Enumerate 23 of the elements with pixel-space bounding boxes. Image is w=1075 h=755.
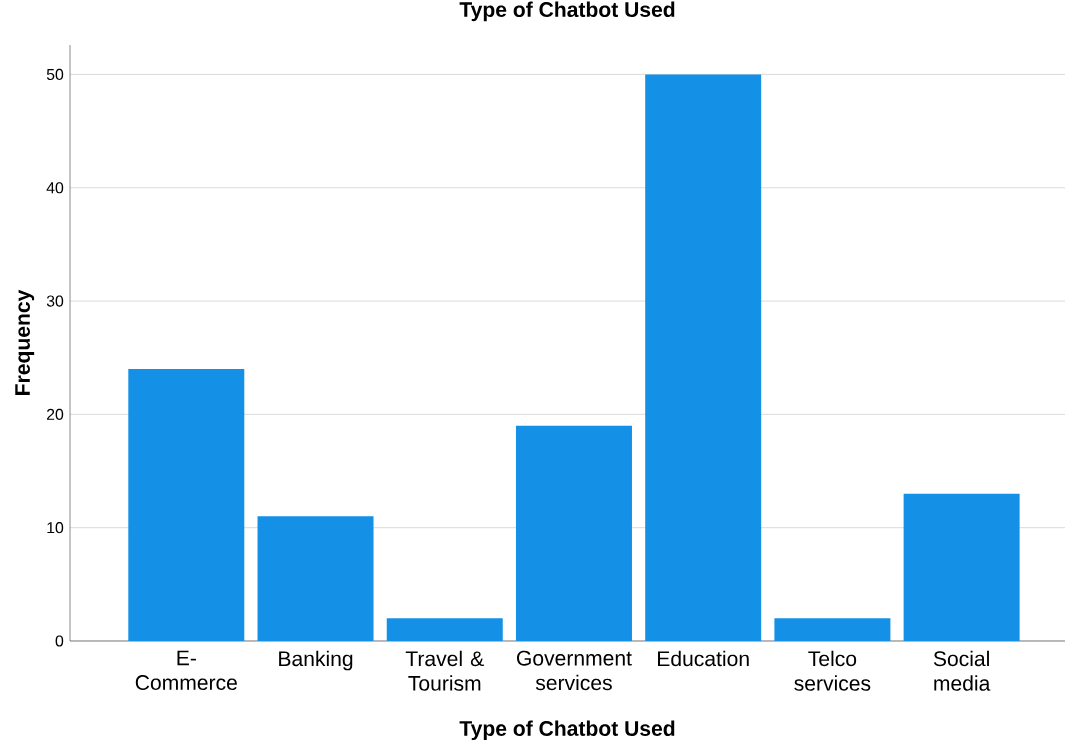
x-axis-title: Type of Chatbot Used [459, 720, 675, 741]
x-tick-label: E-Commerce [135, 650, 237, 691]
x-tick-label: Education [658, 650, 749, 667]
y-tick-label: 20 [47, 408, 64, 420]
bar [386, 618, 503, 641]
x-tick-label: Government services [516, 650, 632, 691]
bar [257, 516, 374, 641]
y-tick-label: 50 [46, 68, 64, 81]
y-axis-title: Frequency [15, 289, 35, 395]
y-tick-label: 40 [46, 182, 64, 194]
y-tick-label: 10 [47, 522, 64, 534]
bar [774, 618, 891, 641]
chart-title: Type of Chatbot Used [459, 1, 675, 22]
x-tick-label: Social media [933, 650, 991, 691]
x-tick-label: Banking [279, 650, 353, 671]
x-tick-label: Travel & Tourism [405, 650, 484, 691]
bar [645, 74, 762, 641]
bar [515, 425, 632, 641]
x-tick-label: Telco services [794, 650, 871, 691]
y-tick-label: 0 [55, 635, 64, 647]
y-tick-label: 30 [46, 295, 64, 307]
bar [128, 369, 245, 641]
bar [903, 493, 1020, 641]
